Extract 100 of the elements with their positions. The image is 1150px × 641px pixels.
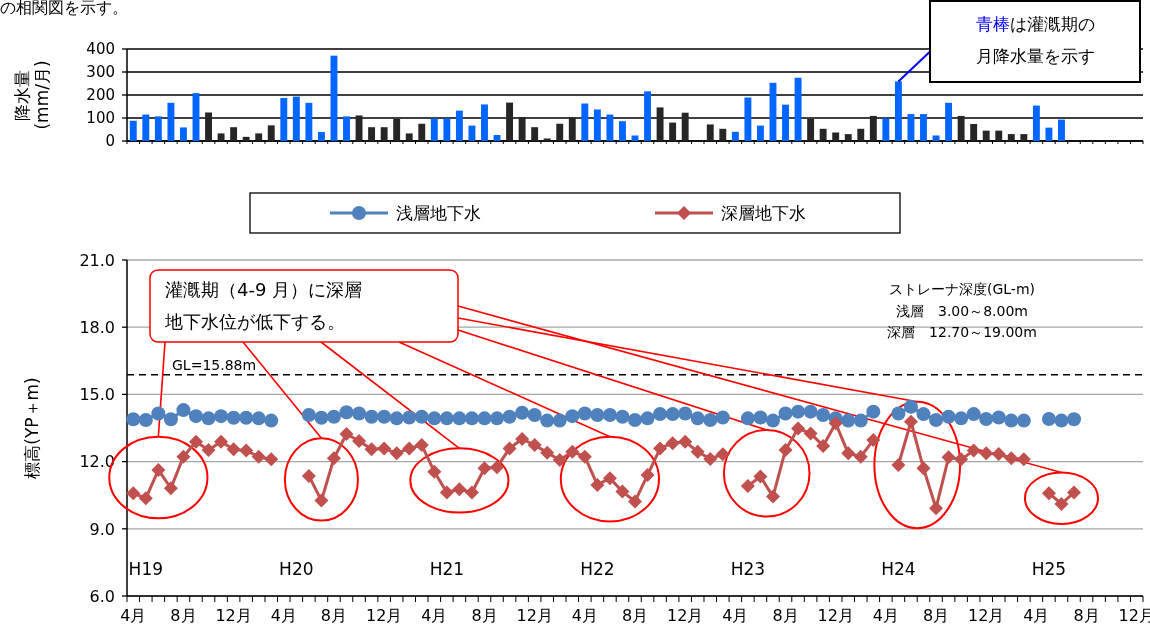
y-tick-label: 200 (86, 86, 115, 105)
bar (581, 103, 589, 141)
bar (167, 102, 175, 141)
y-tick-label: 100 (86, 109, 115, 128)
x-tick-label: 4月 (421, 606, 448, 625)
bar (556, 123, 564, 141)
x-tick-label: 8月 (471, 606, 498, 625)
y-tick-label: 400 (86, 40, 115, 59)
y-tick-label: 0 (105, 132, 115, 151)
x-tick-label: 8月 (1073, 606, 1100, 625)
bar (593, 109, 601, 141)
y-tick-label: 300 (86, 63, 115, 82)
bar (129, 120, 137, 141)
x-tick-label: 4月 (571, 606, 598, 625)
bar (857, 128, 865, 141)
bar (619, 121, 626, 141)
bar (1007, 134, 1015, 141)
annotation: 灌漑期（4-9 月）に深層地下水位が低下する。 (164, 279, 363, 332)
annotation: H25 (1031, 559, 1067, 579)
x-tick-label: 4月 (722, 606, 749, 625)
text: の相関図を示す。 (0, 0, 128, 17)
bar (819, 128, 827, 141)
x-tick-label: 4月 (270, 606, 297, 625)
bar (343, 116, 350, 141)
bar (255, 133, 263, 141)
annotation: H20 (279, 559, 314, 579)
bar (656, 107, 664, 141)
bar (305, 102, 313, 141)
x-tick-label: 8月 (772, 606, 799, 625)
bar (267, 125, 275, 141)
bar (518, 117, 526, 141)
bar (506, 102, 514, 141)
bar (669, 122, 677, 141)
y-tick-label: 6.0 (89, 586, 115, 606)
y-axis-title: 標高(YP＋m) (22, 377, 42, 479)
bar (1020, 134, 1028, 141)
annotation: H23 (730, 559, 766, 579)
x-tick-label: 12月 (516, 606, 553, 625)
annotation: H24 (881, 559, 916, 579)
bar (794, 77, 802, 141)
x-tick-label: 12月 (817, 606, 854, 625)
bar (844, 134, 852, 141)
bar (455, 110, 463, 141)
legend-label: 深層地下水 (721, 203, 806, 223)
bar (468, 125, 476, 141)
bar (1045, 127, 1053, 141)
bar (531, 127, 539, 141)
bar (744, 97, 752, 141)
bar (945, 102, 953, 141)
x-tick-label: 8月 (170, 606, 197, 625)
x-tick-label: 8月 (922, 606, 950, 625)
bar (894, 81, 902, 141)
bar (932, 135, 940, 141)
bar (1058, 119, 1065, 141)
bar (957, 115, 965, 141)
x-tick-label: 12月 (666, 606, 704, 625)
y-tick-label: 9.0 (89, 519, 115, 539)
bar (606, 114, 614, 141)
bar (706, 124, 714, 141)
y-tick-label: 18.0 (79, 317, 115, 337)
bar (756, 125, 764, 141)
bar (280, 97, 288, 141)
bar (317, 132, 325, 141)
bar (681, 112, 689, 141)
x-tick-label: 8月 (621, 606, 649, 625)
annotation: H19 (128, 559, 164, 579)
bar (731, 131, 739, 141)
bar (920, 114, 927, 141)
bar (982, 130, 990, 141)
bar (405, 133, 413, 141)
y-axis-title: 降水量 (mm/月) (11, 60, 53, 130)
bar (217, 133, 225, 141)
bar (481, 104, 488, 141)
bar (719, 128, 727, 141)
bar (180, 127, 187, 141)
legend-label: 浅層地下水 (396, 203, 481, 223)
bar (368, 127, 376, 141)
bar (292, 96, 300, 141)
y-tick-label: 15.0 (79, 385, 115, 405)
x-tick-label: 4月 (1023, 606, 1050, 625)
annotation: H21 (429, 559, 465, 579)
bar (154, 116, 162, 141)
ref-line-label: GL=15.88m (172, 356, 257, 373)
bar (869, 115, 877, 141)
bar (807, 118, 815, 141)
bar (418, 123, 426, 141)
bar (782, 104, 789, 141)
bar (393, 118, 401, 141)
bar (543, 138, 551, 141)
bar (443, 118, 451, 141)
bar (644, 91, 651, 141)
x-tick-label: 4月 (872, 606, 899, 625)
bar (568, 117, 576, 141)
annotation: H22 (580, 559, 615, 579)
bar (882, 118, 890, 141)
bar (242, 136, 250, 141)
x-tick-label: 4月 (120, 606, 147, 625)
bar (631, 135, 639, 141)
bar (142, 114, 150, 141)
x-tick-label: 12月 (968, 606, 1005, 625)
